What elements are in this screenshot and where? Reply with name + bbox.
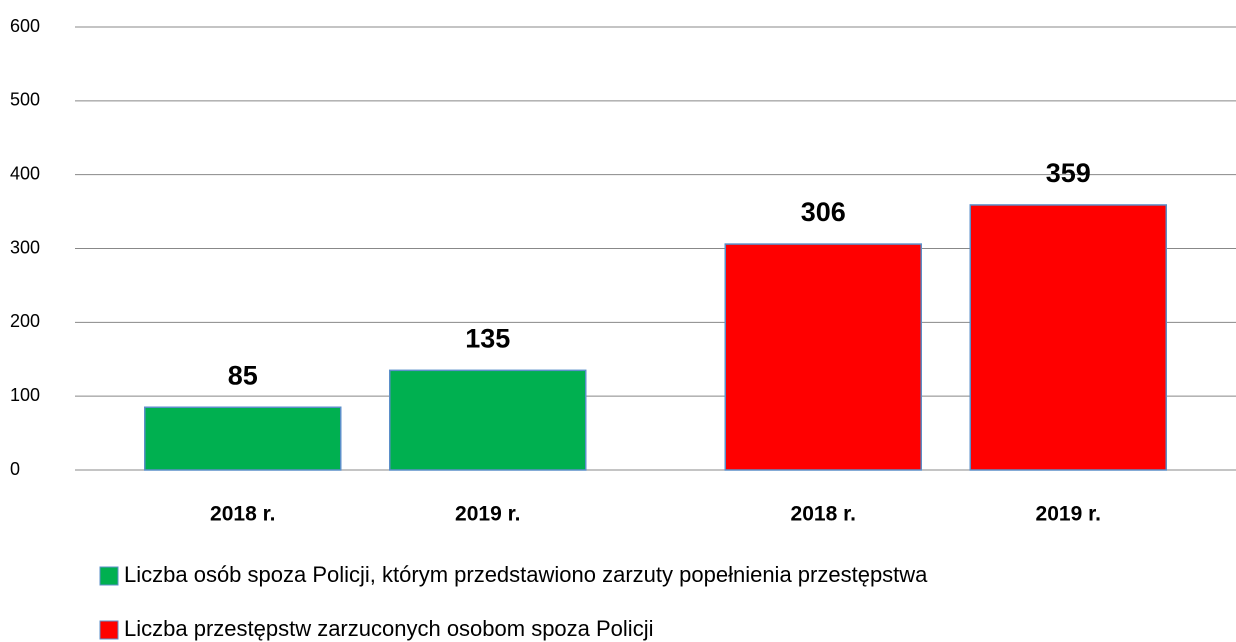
y-tick-label: 100 xyxy=(10,385,40,405)
y-tick-label: 500 xyxy=(10,90,40,110)
legend-swatch xyxy=(99,620,119,640)
y-tick-label: 400 xyxy=(10,163,40,183)
legend-swatch xyxy=(99,566,119,586)
y-tick-label: 200 xyxy=(10,311,40,331)
data-label: 306 xyxy=(801,197,846,227)
x-tick-label: 2018 r. xyxy=(210,503,275,526)
y-tick-label: 600 xyxy=(10,16,40,36)
data-label: 359 xyxy=(1046,158,1091,188)
x-tick-label: 2018 r. xyxy=(791,503,856,526)
bar xyxy=(389,369,587,471)
x-tick-label: 2019 r. xyxy=(455,503,520,526)
bar xyxy=(969,204,1167,471)
y-tick-label: 300 xyxy=(10,237,40,257)
legend-label: Liczba przestępstw zarzuconych osobom sp… xyxy=(124,616,653,641)
data-label: 135 xyxy=(465,323,510,353)
data-label: 85 xyxy=(228,360,258,390)
bar xyxy=(144,406,342,471)
y-tick-label: 0 xyxy=(10,459,20,479)
legend-label: Liczba osób spoza Policji, którym przeds… xyxy=(124,562,928,587)
bar xyxy=(724,243,922,471)
x-tick-label: 2019 r. xyxy=(1036,503,1101,526)
